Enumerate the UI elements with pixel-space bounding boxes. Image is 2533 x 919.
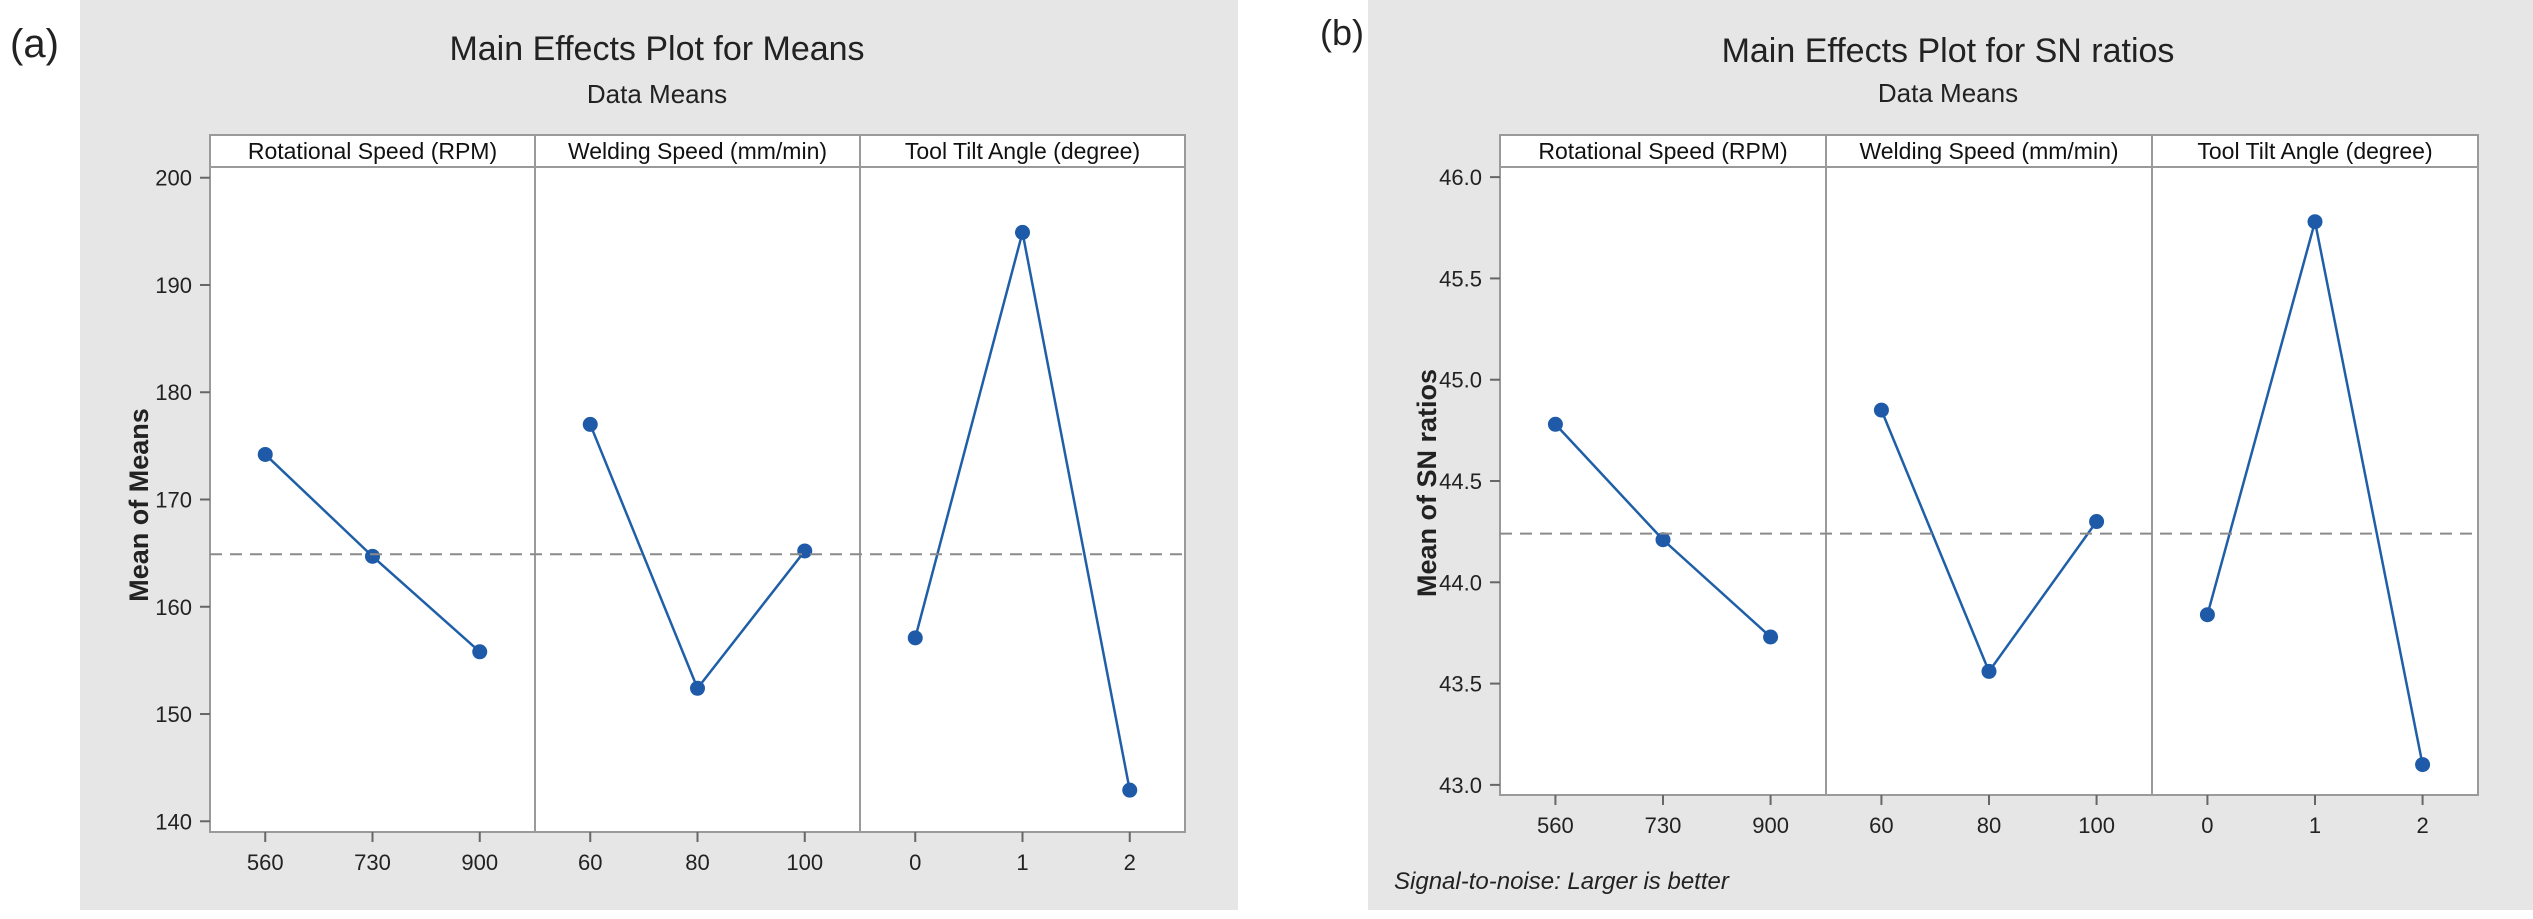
data-point <box>1873 402 1889 418</box>
y-tick-label: 150 <box>155 702 192 727</box>
y-tick-label: 43.5 <box>1439 672 1482 697</box>
x-tick-label: 60 <box>1869 813 1893 838</box>
facet-header-label: Welding Speed (mm/min) <box>568 138 827 164</box>
x-tick-label: 100 <box>786 850 823 875</box>
panel-a-label: (a) <box>10 22 59 66</box>
plot-area <box>209 166 1186 833</box>
panel-b-note: Signal-to-noise: Larger is better <box>1394 868 1730 895</box>
y-tick-label: 44.0 <box>1439 570 1482 595</box>
data-point <box>907 630 923 646</box>
data-point <box>1763 629 1779 645</box>
data-point <box>2199 607 2215 623</box>
plot-area <box>1499 166 2479 796</box>
data-point <box>1655 532 1671 548</box>
data-point <box>582 416 598 432</box>
data-point <box>2307 214 2323 230</box>
x-tick-label: 2 <box>1124 850 1136 875</box>
panel-b-plot: 43.0 43.5 44.0 44.5 45.0 45.5 46.0 Rotational S… <box>1439 134 2479 838</box>
y-tick-label: 45.5 <box>1439 266 1482 291</box>
panel-a-ylabel: Mean of Means <box>124 408 154 602</box>
x-tick-label: 60 <box>578 850 602 875</box>
panel-b-subtitle: Data Means <box>1878 78 2018 108</box>
panel-a-subtitle: Data Means <box>587 79 727 109</box>
facet-header-strip <box>209 134 1186 168</box>
panel-a: (a) Main Effects Plot for Means Data Mea… <box>10 0 1238 910</box>
y-tick-label: 44.5 <box>1439 469 1482 494</box>
x-tick-label: 1 <box>2309 813 2321 838</box>
facet-header-label: Tool Tilt Angle (degree) <box>2197 138 2432 164</box>
data-point <box>365 548 380 564</box>
facet-header-label: Welding Speed (mm/min) <box>1859 138 2118 164</box>
y-tick-label: 45.0 <box>1439 368 1482 393</box>
x-tick-label: 560 <box>247 850 284 875</box>
y-tick-label: 43.0 <box>1439 773 1482 798</box>
data-point <box>797 543 813 559</box>
data-point <box>1122 782 1138 798</box>
x-tick-label: 80 <box>1977 813 2001 838</box>
data-point <box>257 446 273 462</box>
facet-header-label: Rotational Speed (RPM) <box>1538 138 1787 164</box>
x-tick-label: 730 <box>354 850 391 875</box>
x-tick-label: 80 <box>685 850 709 875</box>
facet-header-label: Tool Tilt Angle (degree) <box>905 138 1140 164</box>
panel-b-label: (b) <box>1320 12 1364 53</box>
data-point <box>690 680 705 696</box>
y-tick-label: 170 <box>155 488 192 513</box>
x-tick-label: 900 <box>461 850 498 875</box>
x-tick-label: 560 <box>1537 813 1574 838</box>
y-tick-label: 46.0 <box>1439 165 1482 190</box>
x-tick-label: 2 <box>2416 813 2428 838</box>
x-tick-label: 900 <box>1752 813 1789 838</box>
x-tick-label: 100 <box>2078 813 2115 838</box>
panel-b: (b) Main Effects Plot for SN ratios Data… <box>1320 0 2533 910</box>
panel-b-title: Main Effects Plot for SN ratios <box>1722 32 2175 70</box>
y-tick-label: 160 <box>155 595 192 620</box>
data-point <box>1547 416 1563 432</box>
facet-header-strip <box>1499 134 2479 168</box>
y-tick-label: 200 <box>155 166 192 191</box>
data-point <box>1981 663 1997 679</box>
y-tick-label: 190 <box>155 273 192 298</box>
y-tick-label: 140 <box>155 809 192 834</box>
data-point <box>2089 514 2105 530</box>
data-point <box>472 644 488 660</box>
x-tick-label: 0 <box>2201 813 2213 838</box>
facet-header-label: Rotational Speed (RPM) <box>248 138 497 164</box>
x-tick-label: 730 <box>1645 813 1682 838</box>
y-tick-label: 180 <box>155 380 192 405</box>
panel-a-title: Main Effects Plot for Means <box>449 30 864 68</box>
data-point <box>1015 224 1030 240</box>
x-tick-label: 0 <box>909 850 921 875</box>
x-tick-label: 1 <box>1016 850 1028 875</box>
panel-b-ylabel: Mean of SN ratios <box>1412 369 1442 597</box>
data-point <box>2415 757 2431 773</box>
